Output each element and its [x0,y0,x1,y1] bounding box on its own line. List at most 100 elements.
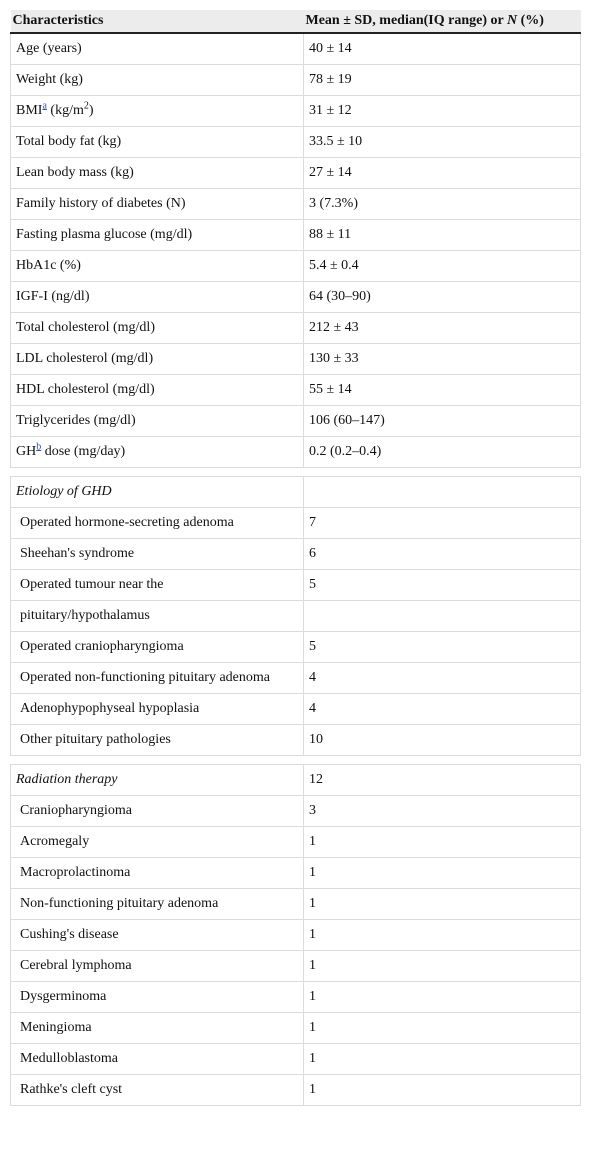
row-value: 31 ± 12 [303,95,581,127]
section-title: Radiation therapy [10,764,304,796]
spacer-cell [10,467,304,477]
table-row: Dysgerminoma 1 [10,981,581,1013]
table-row: Triglycerides (mg/dl) 106 (60–147) [10,405,581,437]
header-cell: Mean ± SD, median(IQ range) or N (%) [303,10,581,34]
row-label: BMIa (kg/m2) [10,95,304,127]
row-value: 5 [303,631,581,663]
spacer-row [10,467,581,477]
footnote-link[interactable]: b [36,441,42,453]
row-value: 3 [303,795,581,827]
table-row: Other pituitary pathologies 10 [10,724,581,756]
row-label: pituitary/hypothalamus [10,600,304,632]
row-label: HbA1c (%) [10,250,304,282]
table-row: BMIa (kg/m2) 31 ± 12 [10,95,581,127]
table-row: Rathke's cleft cyst 1 [10,1074,581,1106]
footnote-ref: a [42,100,46,111]
table-row: Macroprolactinoma 1 [10,857,581,889]
row-label: Adenophypophyseal hypoplasia [10,693,304,725]
row-value [303,600,581,632]
row-label: Total cholesterol (mg/dl) [10,312,304,344]
row-label: Fasting plasma glucose (mg/dl) [10,219,304,251]
row-label: Operated non-functioning pituitary adeno… [10,662,304,694]
text: (%) [517,13,544,28]
row-label: IGF-I (ng/dl) [10,281,304,313]
row-label: Rathke's cleft cyst [10,1074,304,1106]
row-value: 88 ± 11 [303,219,581,251]
row-value: 33.5 ± 10 [303,126,581,158]
row-label: Cushing's disease [10,919,304,951]
row-value: 10 [303,724,581,756]
row-value: 55 ± 14 [303,374,581,406]
text: GH [16,444,37,459]
row-value: 0.2 (0.2–0.4) [303,436,581,468]
section-row: Etiology of GHD [10,476,581,508]
row-label: Operated hormone-secreting adenoma [10,507,304,539]
row-value: 64 (30–90) [303,281,581,313]
table-row: Weight (kg) 78 ± 19 [10,64,581,96]
table-row: Operated craniopharyngioma 5 [10,631,581,663]
spacer-cell [303,467,581,477]
spacer-row [10,755,581,765]
row-label: Dysgerminoma [10,981,304,1013]
table-row: Lean body mass (kg) 27 ± 14 [10,157,581,189]
row-value: 1 [303,950,581,982]
header-row: Characteristics Mean ± SD, median(IQ rang… [10,10,581,34]
table-row: Operated non-functioning pituitary adeno… [10,662,581,694]
row-value: 1 [303,1074,581,1106]
footnote-link[interactable]: a [42,100,47,112]
row-label: GHb dose (mg/day) [10,436,304,468]
row-label: Medulloblastoma [10,1043,304,1075]
row-label: Sheehan's syndrome [10,538,304,570]
table-row: IGF-I (ng/dl) 64 (30–90) [10,281,581,313]
table-row: Non-functioning pituitary adenoma 1 [10,888,581,920]
row-label: Cerebral lymphoma [10,950,304,982]
section-row: Radiation therapy 12 [10,764,581,796]
table-row: Operated hormone-secreting adenoma 7 [10,507,581,539]
section-value: 12 [303,764,581,796]
table-row: Cushing's disease 1 [10,919,581,951]
row-value: 1 [303,919,581,951]
table-row: HDL cholesterol (mg/dl) 55 ± 14 [10,374,581,406]
row-label: Family history of diabetes (N) [10,188,304,220]
row-value: 106 (60–147) [303,405,581,437]
text: ) [88,103,94,118]
table-row: Operated tumour near the 5 [10,569,581,601]
section-title: Etiology of GHD [10,476,304,508]
row-value: 1 [303,857,581,889]
text: dose (mg/day) [41,444,126,459]
table-row: LDL cholesterol (mg/dl) 130 ± 33 [10,343,581,375]
table-row: Fasting plasma glucose (mg/dl) 88 ± 11 [10,219,581,251]
text: BMI [16,103,43,118]
row-value: 78 ± 19 [303,64,581,96]
table-row: pituitary/hypothalamus [10,600,581,632]
row-label: Operated tumour near the [10,569,304,601]
spacer-cell [10,755,304,765]
row-label: Acromegaly [10,826,304,858]
italic-text: N [506,13,518,28]
row-label: Macroprolactinoma [10,857,304,889]
row-value: 7 [303,507,581,539]
row-label: Age (years) [10,32,304,65]
row-label: HDL cholesterol (mg/dl) [10,374,304,406]
table-row: Meningioma 1 [10,1012,581,1044]
table-row: Age (years) 40 ± 14 [10,32,581,65]
superscript: 2 [83,100,89,112]
characteristics-table: Characteristics Mean ± SD, median(IQ rang… [10,10,581,1106]
table-row: Adenophypophyseal hypoplasia 4 [10,693,581,725]
row-label: Non-functioning pituitary adenoma [10,888,304,920]
row-value: 27 ± 14 [303,157,581,189]
row-label: Weight (kg) [10,64,304,96]
table-row: HbA1c (%) 5.4 ± 0.4 [10,250,581,282]
row-value: 5 [303,569,581,601]
footnote-ref: b [36,441,41,452]
row-value: 6 [303,538,581,570]
header-cell: Characteristics [10,10,304,34]
row-value: 212 ± 43 [303,312,581,344]
text: (kg/m [46,103,84,118]
table-row: Sheehan's syndrome 6 [10,538,581,570]
row-value: 5.4 ± 0.4 [303,250,581,282]
row-value: 1 [303,888,581,920]
section-value [303,476,581,508]
